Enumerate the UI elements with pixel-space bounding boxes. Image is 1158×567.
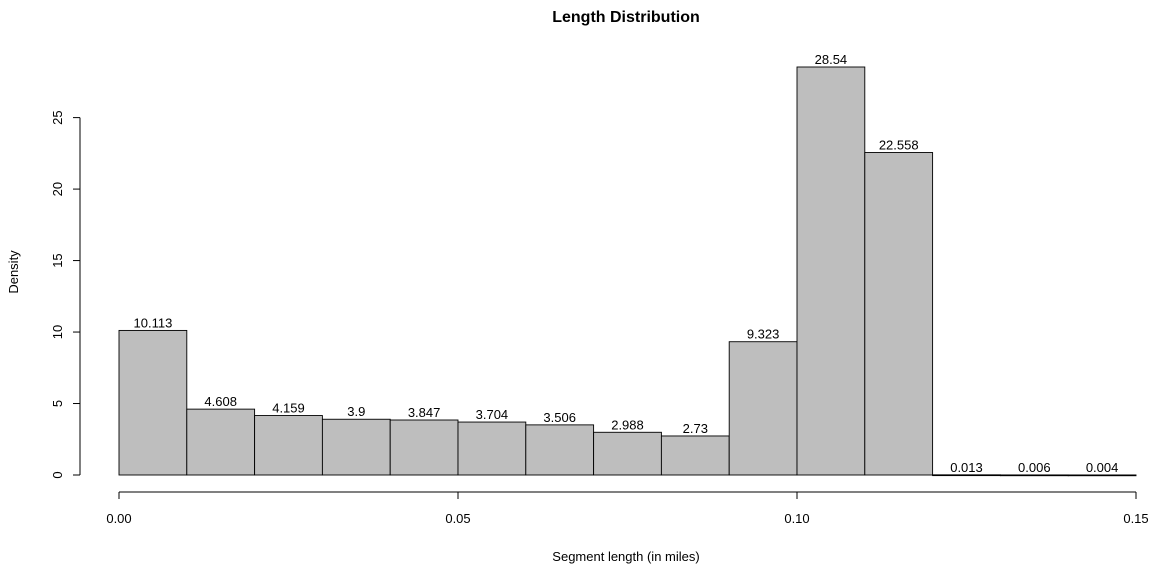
histogram-bar: [118, 329, 188, 476]
x-axis: 0.00 0.05 0.10 0.15: [106, 491, 1149, 526]
histogram-bar: [796, 66, 866, 476]
bar-value-label: 0.013: [950, 460, 983, 475]
histogram-bar: [864, 152, 934, 476]
histogram-bar: [254, 415, 323, 476]
x-tick-label: 0.05: [445, 511, 470, 526]
bar-value-label: 9.323: [747, 327, 780, 342]
bars-layer: [118, 66, 1137, 477]
x-axis-label: Segment length (in miles): [552, 549, 699, 564]
y-tick-label: 20: [50, 182, 65, 196]
histogram-bar: [1067, 474, 1137, 477]
y-axis-label: Density: [6, 250, 21, 294]
histogram-bar: [932, 474, 1001, 477]
histogram-bar: [660, 435, 730, 476]
histogram-bar: [525, 424, 595, 476]
bar-value-label: 4.159: [272, 401, 305, 416]
y-tick-label: 10: [50, 325, 65, 339]
bar-value-label: 2.988: [611, 417, 644, 432]
y-axis: 0 5 10 15 20 25: [50, 110, 81, 479]
histogram-bar: [389, 419, 459, 476]
bar-value-label: 0.004: [1086, 460, 1119, 475]
x-tick-label: 0.10: [784, 511, 809, 526]
histogram-bar: [999, 474, 1069, 477]
bar-value-label: 4.608: [204, 394, 237, 409]
bar-labels-layer: 10.113 4.608 4.159 3.9 3.847 3.704 3.506 2.988 2…: [134, 52, 1119, 475]
bar-value-label: 3.9: [347, 404, 365, 419]
histogram-bar: [321, 418, 391, 476]
histogram-bar: [457, 421, 527, 476]
histogram-bar: [593, 431, 662, 476]
bar-value-label: 3.847: [408, 405, 441, 420]
histogram-bar: [186, 408, 256, 476]
bar-value-label: 28.54: [815, 52, 848, 67]
y-tick-label: 25: [50, 110, 65, 124]
bar-value-label: 22.558: [879, 138, 919, 153]
bar-value-label: 3.506: [543, 410, 576, 425]
histogram-bar: [728, 341, 798, 476]
y-tick-label: 0: [50, 471, 65, 478]
bar-value-label: 10.113: [134, 315, 173, 330]
x-tick-label: 0.00: [106, 511, 131, 526]
bar-value-label: 2.73: [683, 421, 708, 436]
x-tick-label: 0.15: [1123, 511, 1148, 526]
y-tick-label: 15: [50, 253, 65, 267]
bar-value-label: 0.006: [1018, 460, 1051, 475]
y-tick-label: 5: [50, 400, 65, 407]
chart-title: Length Distribution: [552, 9, 700, 26]
bar-value-label: 3.704: [476, 407, 509, 422]
